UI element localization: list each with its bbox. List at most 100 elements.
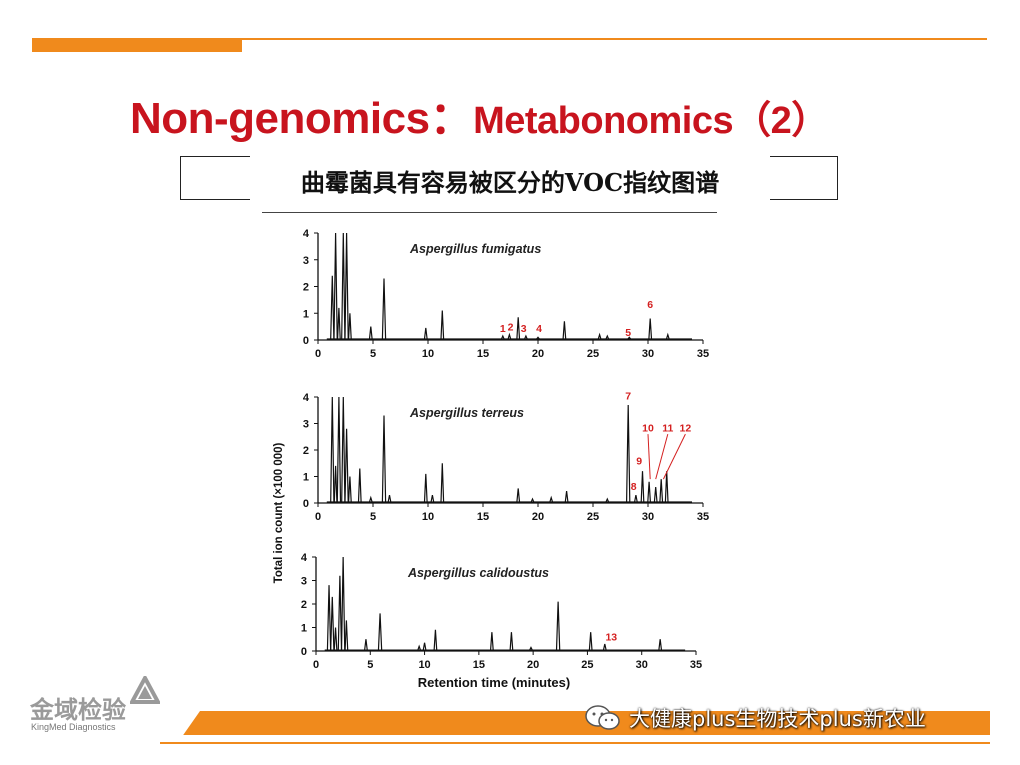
chromatogram-figure: 0 1 2 3 4 0 5 10 15 20 25 30 35 Aspergillus fumigatus… — [248, 215, 728, 695]
x-tick-label: 5 — [367, 659, 373, 671]
chromatogram-peak — [647, 481, 651, 502]
y-tick-label: 2 — [303, 282, 309, 294]
chromatogram-peak — [509, 632, 514, 651]
peak-annotation: 10 — [642, 422, 654, 434]
chromatogram-peak — [337, 575, 343, 651]
chromatogram-peak — [333, 232, 338, 339]
chromatogram-peak — [634, 494, 638, 503]
chromatogram-peak — [562, 321, 567, 339]
chromatogram-peak — [516, 488, 521, 502]
chromatogram-peak — [549, 495, 554, 503]
y-tick-label: 1 — [303, 308, 309, 320]
watermark-text: 大健康plus生物技术plus新农业 — [629, 707, 926, 731]
x-tick-label: 10 — [418, 659, 430, 671]
peak-annotation: 13 — [605, 631, 617, 643]
y-tick-label: 4 — [303, 228, 310, 240]
logo-mark-icon — [130, 676, 160, 704]
y-tick-label: 0 — [301, 646, 307, 658]
series-title: Aspergillus calidoustus — [407, 566, 549, 580]
chromatogram-peak — [357, 468, 362, 502]
y-tick-label: 2 — [303, 445, 309, 457]
annotation-leader-line — [655, 433, 669, 480]
x-tick-label: 0 — [313, 659, 319, 671]
title-part-2: Metabonomics（2） — [473, 100, 829, 142]
chromatogram-peak — [664, 471, 669, 502]
x-tick-label: 35 — [690, 659, 702, 671]
chromatogram-peak — [417, 644, 422, 651]
chromatogram-peak — [516, 317, 521, 339]
chromatogram-peak — [597, 332, 602, 340]
chromatogram-peak — [422, 642, 427, 651]
y-axis-label: Total ion count (×100 000) — [273, 442, 285, 583]
top-accent-bar — [32, 38, 242, 52]
chromatogram-peak — [653, 487, 658, 502]
chromatogram-peak — [507, 332, 512, 340]
peak-annotation: 11 — [662, 422, 673, 434]
chromatogram-peak — [341, 232, 346, 339]
chromatogram-peak — [326, 585, 332, 651]
x-axis-label: Retention time (minutes) — [418, 675, 570, 690]
peak-annotation: 5 — [625, 327, 631, 339]
chromatogram-peak — [381, 278, 387, 339]
x-tick-label: 5 — [370, 511, 376, 523]
chromatogram-peak — [555, 601, 561, 651]
x-tick-label: 0 — [315, 511, 321, 523]
y-tick-label: 3 — [303, 255, 309, 267]
x-tick-label: 30 — [636, 659, 648, 671]
chromatogram-peak — [340, 556, 346, 651]
chromatogram-peak — [330, 396, 335, 502]
chromatogram-peak — [605, 334, 610, 340]
chromatogram-peak — [640, 471, 645, 502]
chromatogram-peak — [489, 632, 494, 651]
x-tick-label: 0 — [315, 348, 321, 360]
x-tick-label: 5 — [370, 348, 376, 360]
chromatogram-peak — [381, 415, 387, 502]
x-tick-label: 30 — [642, 511, 654, 523]
top-accent-line — [235, 38, 987, 40]
x-tick-label: 30 — [642, 348, 654, 360]
x-tick-label: 35 — [697, 511, 709, 523]
peak-annotation: 4 — [536, 323, 542, 335]
wechat-icon — [585, 705, 620, 730]
logo-chinese-name: 金域检验 — [30, 696, 126, 724]
peak-annotation: 3 — [521, 323, 527, 335]
wechat-watermark: 大健康plus生物技术plus新农业 — [583, 703, 926, 733]
footer-accent-line — [160, 742, 990, 744]
chromatogram-peak — [530, 497, 535, 503]
chromatogram-peak — [344, 620, 349, 651]
chromatogram-peak — [440, 463, 445, 502]
x-tick-label: 20 — [527, 659, 539, 671]
y-tick-label: 3 — [303, 419, 309, 431]
chromatogram-peak — [626, 404, 631, 502]
x-tick-label: 25 — [587, 511, 599, 523]
x-tick-label: 35 — [697, 348, 709, 360]
chromatogram-peak — [430, 494, 435, 503]
chromatogram-peak — [423, 327, 428, 340]
title-part-1: Non-genomics： — [130, 94, 474, 143]
logo-english-name: KingMed Diagnostics — [31, 722, 116, 732]
y-tick-label: 1 — [303, 472, 309, 484]
chromatogram-peak — [333, 465, 338, 502]
chromatogram-peak — [330, 275, 335, 339]
chromatogram-peak — [344, 232, 349, 339]
chromatogram-peak — [368, 495, 373, 503]
chromatogram-peak — [333, 627, 338, 651]
chromatogram-peak — [348, 476, 352, 502]
chromatogram-peak — [659, 479, 664, 502]
annotation-leader-line — [662, 433, 686, 480]
series-title: Aspergillus fumigatus — [409, 242, 541, 256]
chromatogram-peak — [658, 639, 663, 651]
chromatogram-peak — [341, 396, 346, 502]
footer-accent-stripe — [168, 711, 990, 735]
peak-annotation: 12 — [680, 422, 692, 434]
chromatogram-peak — [529, 646, 533, 651]
x-tick-label: 15 — [473, 659, 485, 671]
x-tick-label: 25 — [587, 348, 599, 360]
x-tick-label: 10 — [422, 348, 434, 360]
peak-annotation: 2 — [508, 322, 514, 334]
peak-annotation: 6 — [647, 299, 653, 311]
chromatogram-peak — [364, 639, 368, 651]
y-tick-label: 0 — [303, 498, 309, 510]
peak-annotation: 8 — [631, 481, 637, 493]
